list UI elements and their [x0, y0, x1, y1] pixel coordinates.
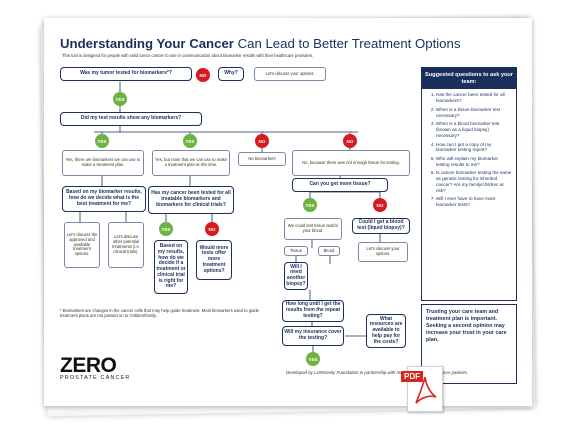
suggested-question-6: Is cancer biomarker testing the same as … — [436, 170, 512, 193]
yes-badge-3: YES — [183, 134, 197, 148]
why-box: Why? — [218, 67, 244, 81]
pdf-badge: PDF — [401, 371, 423, 382]
question-tested-all-biomarkers: Has my cancer been tested for all treata… — [148, 186, 234, 214]
acrobat-icon — [415, 376, 437, 404]
page-subtitle: This tool is designed for people with so… — [62, 53, 314, 58]
no-badge-4: NO — [205, 222, 219, 236]
yes-badge-4: YES — [159, 222, 173, 236]
yes-badge-2: YES — [95, 134, 109, 148]
question-blood-test: Could I get a blood test (liquid biopsy)… — [352, 218, 410, 234]
developer-credit: Developed by LUNGevity Foundation in par… — [286, 370, 469, 375]
suggested-question-7: Will I ever have to have more biomarker … — [436, 196, 512, 207]
pdf-file-icon[interactable]: PDF — [401, 366, 443, 412]
question-insurance-cover: Will my insurance cover the testing? — [282, 326, 344, 346]
suggested-question-5: Who will explain my biomarker testing re… — [436, 156, 512, 167]
zero-logo-subtitle: PROSTATE CANCER — [60, 375, 131, 381]
no-badge-2: NO — [255, 134, 269, 148]
suggested-questions-panel: Suggested questions to ask your team: Ha… — [421, 67, 517, 301]
answer-yes-biomarkers: Yes, there are biomarkers we can use to … — [62, 150, 144, 176]
answer-yes-none-usable: Yes, but none that we can use to make a … — [152, 150, 230, 176]
question-another-biopsy: Will I need another biopsy? — [284, 262, 308, 290]
title-bold: Understanding Your Cancer — [60, 36, 234, 51]
blood-label: Blood — [318, 246, 340, 256]
suggested-questions-list: Has the cancer been tested for all bioma… — [422, 92, 516, 207]
title-rest: Can Lead to Better Treatment Options — [233, 36, 461, 51]
answer-test-tissue-blood: We could test tissue and/or your blood. — [284, 218, 342, 240]
no-badge-3: NO — [343, 134, 357, 148]
question-more-tests: Would more tests offer more treatment op… — [196, 240, 232, 280]
discuss-options-1: Let's discuss your options. — [254, 67, 326, 81]
yes-badge-5: YES — [303, 198, 317, 212]
no-badge-1: NO — [196, 68, 210, 82]
discuss-approved-treatments: Let's discuss the approved and available… — [64, 222, 100, 268]
suggested-question-1: Has the cancer been tested for all bioma… — [436, 92, 512, 103]
suggested-question-3: When is a blood biomarker test (known as… — [436, 121, 512, 138]
yes-badge-1: YES — [113, 92, 127, 106]
question-results-show-biomarkers: Did my test results show any biomarkers? — [60, 112, 202, 126]
question-best-treatment: Based on my biomarker results, how do we… — [62, 186, 146, 212]
question-how-long-results: How long until I get the results from th… — [282, 300, 344, 322]
trust-care-team-note: Trusting your care team and treatment pl… — [421, 304, 517, 384]
question-trial-right-for-me: Based on my results, how do we decide if… — [154, 240, 188, 294]
answer-not-enough-tissue: No, because there was not enough tissue … — [292, 150, 410, 176]
suggested-question-4: How can I get a copy of my biomarker tes… — [436, 142, 512, 153]
tissue-label: Tissue — [284, 246, 308, 256]
discuss-other-treatments: Let's discuss other potential treatments… — [108, 222, 144, 268]
question-resources-costs: What resources are available to help pay… — [366, 314, 406, 348]
suggested-questions-heading: Suggested questions to ask your team: — [422, 68, 516, 90]
no-badge-5: NO — [373, 198, 387, 212]
yes-badge-6: YES — [306, 352, 320, 366]
discuss-options-2: Let's discuss your options. — [358, 242, 408, 262]
zero-logo: ZERO — [60, 354, 117, 377]
biomarker-footnote: * Biomarkers are changes in the cancer c… — [60, 308, 260, 319]
answer-no-biomarkers: No biomarkers — [238, 152, 286, 166]
question-tested-for-biomarkers: Was my tumor tested for biomarkers*? — [60, 67, 192, 81]
question-more-tissue: Can you get more tissue? — [292, 178, 388, 192]
page-title: Understanding Your Cancer Can Lead to Be… — [60, 36, 460, 51]
suggested-question-2: When is a tissue biomarker test necessar… — [436, 107, 512, 118]
